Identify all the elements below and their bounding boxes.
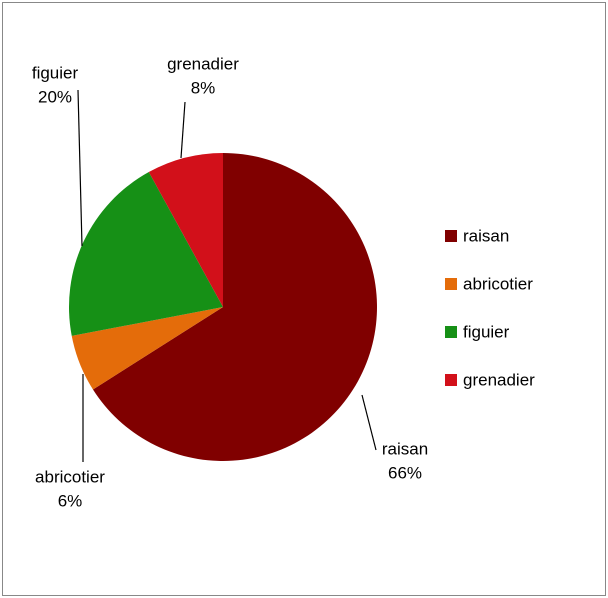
legend-swatch	[445, 230, 457, 242]
legend-label: raisan	[463, 226, 509, 245]
legend-label: grenadier	[463, 370, 535, 389]
data-label-name: raisan	[382, 439, 428, 458]
leader-line	[180, 101, 186, 159]
pie-slice	[92, 153, 377, 461]
data-label-value: 66%	[388, 463, 422, 482]
data-label-value: 20%	[38, 87, 72, 106]
data-label-name: abricotier	[35, 467, 105, 486]
leader-line	[77, 89, 83, 247]
pie-slice	[71, 307, 224, 390]
legend-swatch	[445, 326, 457, 338]
pie-slice	[68, 172, 223, 336]
pie-slice	[148, 153, 223, 307]
data-label-name: figuier	[32, 63, 79, 82]
leader-line	[361, 394, 377, 451]
legend-swatch	[445, 278, 457, 290]
legend-label: figuier	[463, 322, 510, 341]
data-label-value: 8%	[191, 78, 216, 97]
data-label-value: 6%	[58, 491, 83, 510]
legend-swatch	[445, 374, 457, 386]
legend-label: abricotier	[463, 274, 533, 293]
data-label-name: grenadier	[167, 54, 239, 73]
